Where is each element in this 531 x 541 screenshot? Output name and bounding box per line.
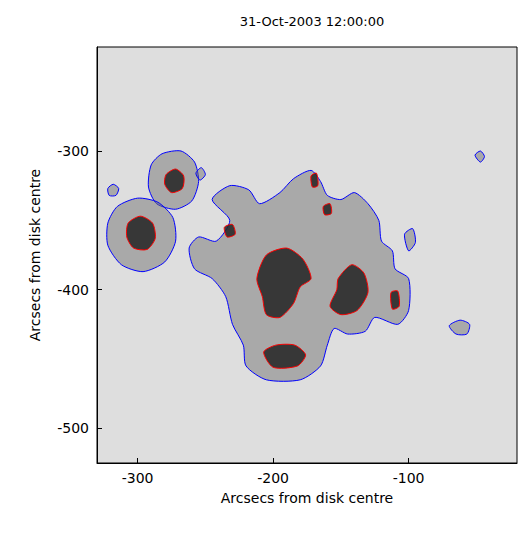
svg-text:-300: -300 (57, 143, 89, 159)
svg-text:-400: -400 (57, 282, 89, 298)
svg-text:-300: -300 (122, 470, 154, 486)
svg-text:-200: -200 (257, 470, 289, 486)
svg-text:31-Oct-2003 12:00:00: 31-Oct-2003 12:00:00 (240, 14, 384, 29)
svg-text:Arcsecs from disk centre: Arcsecs from disk centre (221, 490, 393, 506)
svg-text:-100: -100 (393, 470, 425, 486)
svg-text:-500: -500 (57, 420, 89, 436)
svg-text:Arcsecs from disk centre: Arcsecs from disk centre (27, 169, 43, 341)
